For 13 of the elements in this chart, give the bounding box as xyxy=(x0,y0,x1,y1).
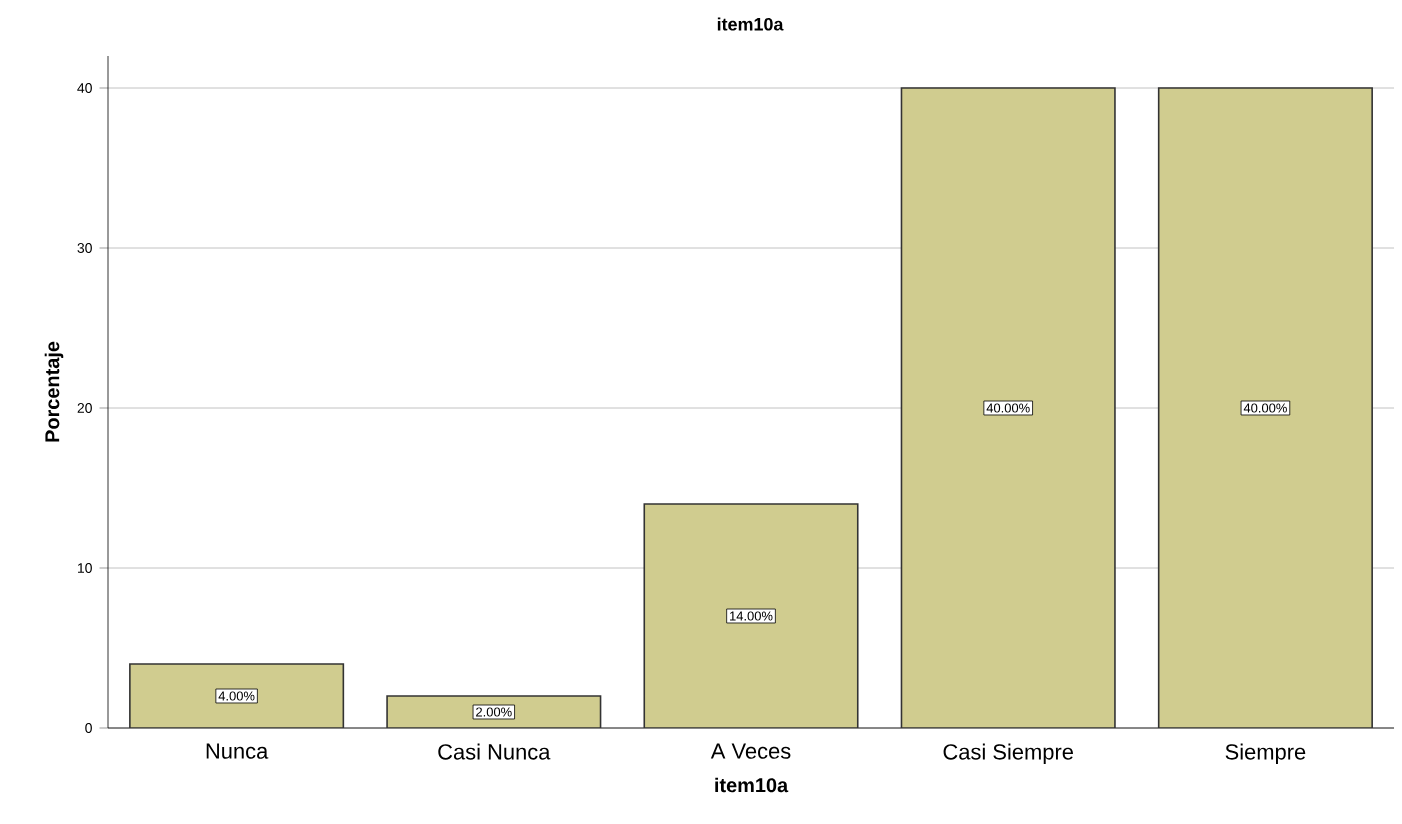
bar xyxy=(900,87,1116,728)
x-axis-title: item10a xyxy=(715,777,789,793)
x-tick-label: Casi Nunca xyxy=(438,743,551,760)
x-tick-label: Siempre xyxy=(1225,743,1306,764)
x-tick-label: Casi Siempre xyxy=(943,743,1073,764)
x-tick-label: Nunca xyxy=(206,743,269,759)
chart-title: item10a xyxy=(717,17,784,31)
bar xyxy=(129,663,345,728)
x-tick-label: A Veces xyxy=(710,743,791,759)
bar xyxy=(1157,87,1373,728)
y-axis-title: Porcentaje xyxy=(44,341,64,442)
bar xyxy=(386,695,602,728)
bar xyxy=(643,503,859,728)
